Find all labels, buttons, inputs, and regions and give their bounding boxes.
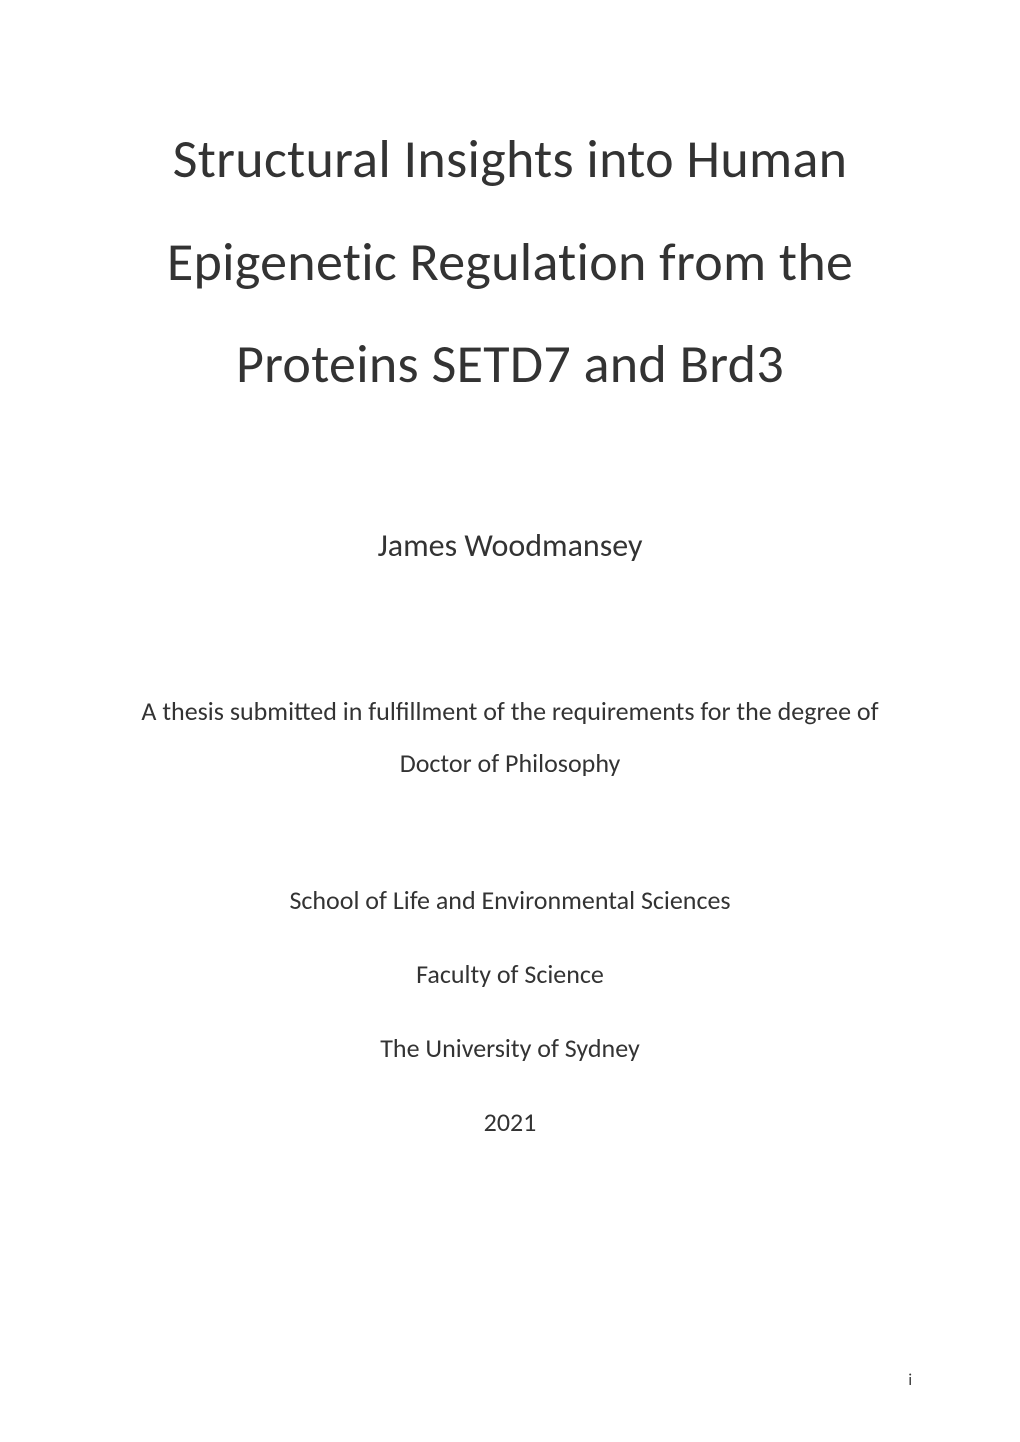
university-name: The University of Sydney (108, 1032, 912, 1064)
page-number: i (908, 1371, 912, 1390)
year: 2021 (108, 1106, 912, 1138)
thesis-title: Structural Insights into Human Epigeneti… (108, 108, 912, 416)
thesis-title-page: Structural Insights into Human Epigeneti… (0, 0, 1020, 1442)
submission-statement: A thesis submitted in fulfillment of the… (108, 685, 912, 789)
school-name: School of Life and Environmental Science… (108, 884, 912, 916)
faculty-name: Faculty of Science (108, 958, 912, 990)
author-name: James Woodmansey (108, 526, 912, 565)
